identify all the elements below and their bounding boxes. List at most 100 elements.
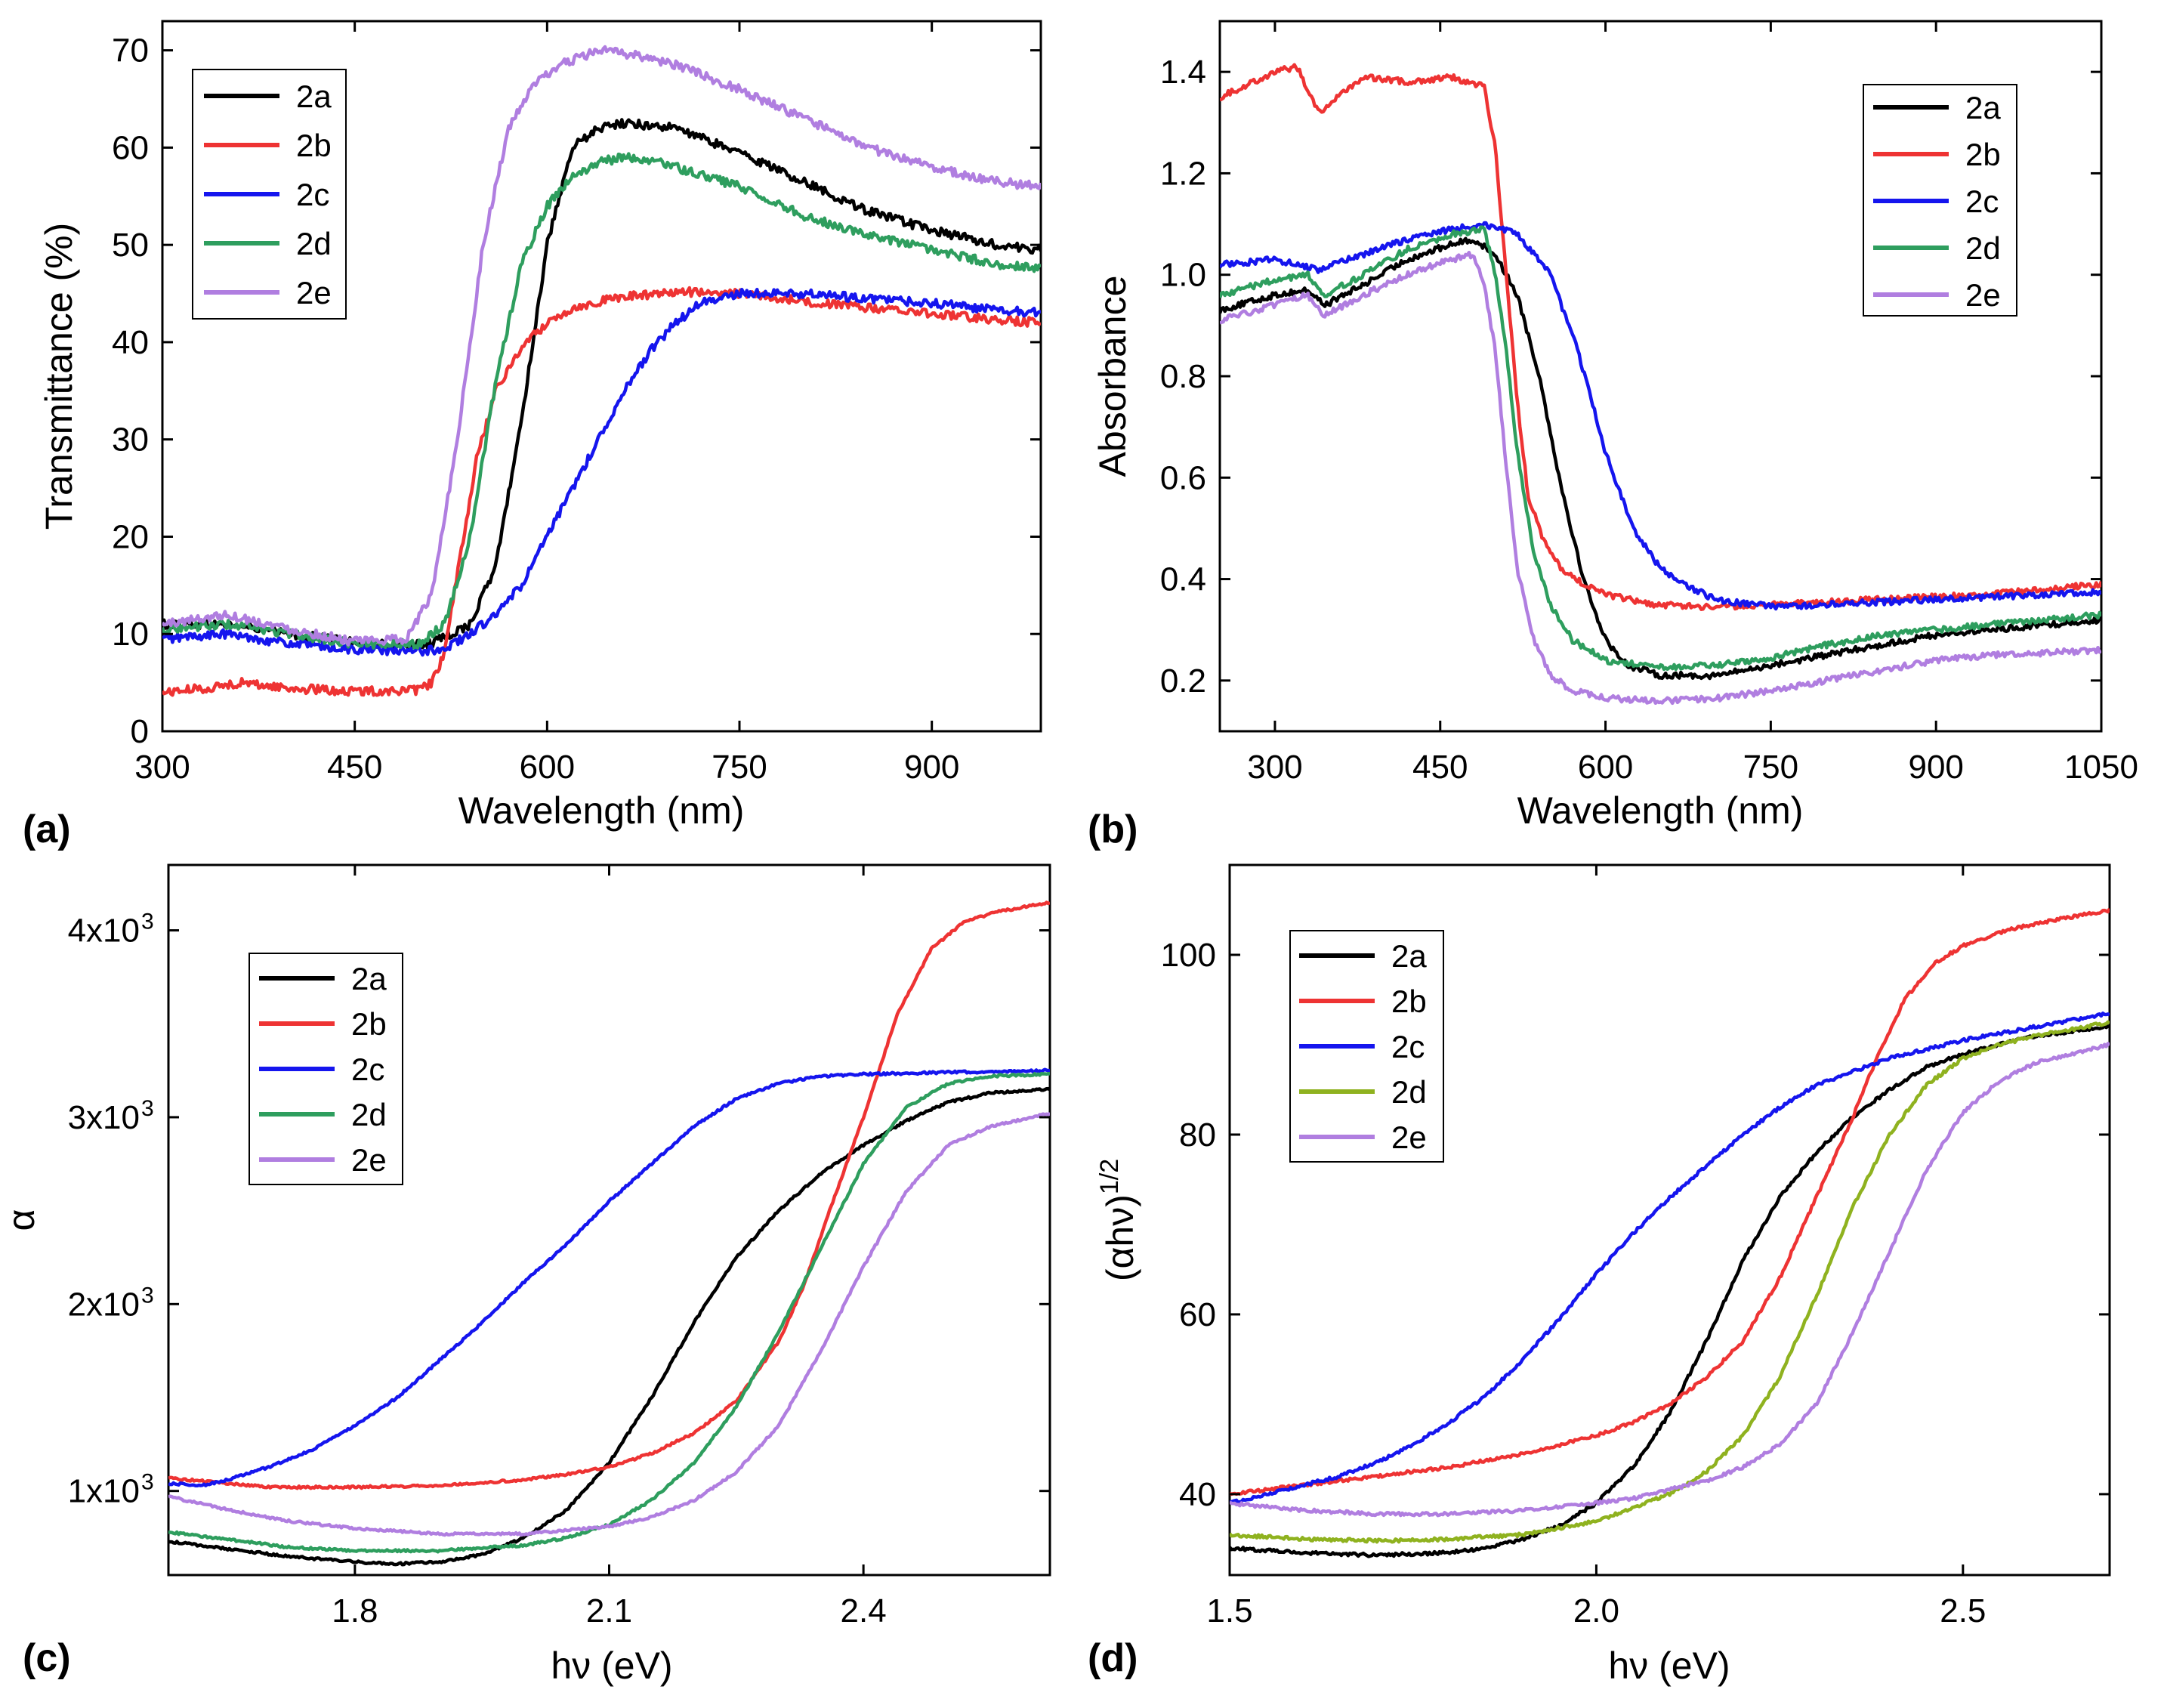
legend-label-2e: 2e: [1391, 1120, 1427, 1155]
y-tick-label: 50: [112, 227, 149, 264]
x-tick-label: 450: [327, 749, 382, 786]
y-axis-label: Absorbance: [1091, 276, 1134, 477]
series-line-2e: [168, 1111, 1050, 1537]
legend-label-2a: 2a: [351, 961, 387, 996]
legend-label-2e: 2e: [1965, 277, 2001, 313]
x-axis-label: Wavelength (nm): [1517, 789, 1804, 832]
plot-frame: [161, 20, 1042, 733]
y-tick-label: 30: [112, 422, 149, 459]
panel-b: 300 450 600 750 900 1050 0.2 0.4 0.6 0.8 1.0 1.2 1.4…: [1088, 20, 2138, 851]
x-tick-label: 600: [520, 749, 575, 786]
legend-label-2a: 2a: [1965, 90, 2001, 125]
series-line-2c: [1220, 221, 2101, 611]
panel-a: 300 450 600 750 900 0 10 20 30 40 50 60 70 Wavelengt…: [23, 20, 1042, 851]
panel-label: (b): [1088, 808, 1138, 851]
series-line-2b: [1230, 907, 2110, 1496]
y-tick-label: 0.2: [1160, 663, 1206, 700]
legend-label-2c: 2c: [351, 1052, 384, 1087]
y-tick-label: 70: [112, 32, 149, 69]
y-tick-label: 0.4: [1160, 561, 1206, 598]
x-tick-label: 1.5: [1206, 1592, 1252, 1629]
y-tick-exponent: 3: [141, 1283, 154, 1308]
series-line-2c: [168, 1067, 1050, 1488]
legend: 2a 2b 2c 2d 2e: [1289, 930, 1444, 1163]
x-tick-label: 2.4: [841, 1592, 887, 1629]
legend-label-2b: 2b: [1391, 984, 1427, 1019]
x-tick-label: 900: [1908, 749, 1963, 786]
legend: 2a 2b 2c 2d 2e: [249, 953, 403, 1185]
x-tick-label: 2.0: [1573, 1592, 1619, 1629]
y-tick-exponent: 3: [141, 910, 154, 934]
y-tick-label: 100: [1161, 937, 1216, 974]
series-line-2d: [1220, 225, 2101, 672]
panel-label: (d): [1088, 1636, 1138, 1680]
x-axis-label: Wavelength (nm): [458, 789, 745, 832]
legend-label-2c: 2c: [1391, 1029, 1425, 1064]
y-tick-label: 80: [1179, 1117, 1216, 1154]
y-axis-label: (αhν)1/2: [1095, 1159, 1141, 1281]
legend-label-2b: 2b: [1965, 137, 2001, 172]
x-tick-label: 900: [904, 749, 959, 786]
legend-label-2c: 2c: [1965, 184, 1999, 219]
x-axis-label: hν (eV): [1608, 1645, 1730, 1687]
y-tick-label: 40: [1179, 1476, 1216, 1513]
panel-label: (a): [23, 808, 71, 851]
y-tick-label: 2x10: [68, 1286, 140, 1323]
x-tick-label: 2.5: [1940, 1592, 1986, 1629]
legend-label-2a: 2a: [1391, 938, 1427, 974]
y-tick-label: 60: [1179, 1296, 1216, 1333]
plot-frame: [1228, 863, 2111, 1577]
x-tick-label: 750: [712, 749, 767, 786]
legend-label-2d: 2d: [1965, 230, 2001, 266]
y-tick-label: 40: [112, 324, 149, 361]
y-tick-label: 20: [112, 518, 149, 555]
series-line-2b: [168, 900, 1050, 1490]
y-tick-label: 3x10: [68, 1099, 140, 1136]
series-line-2b: [162, 286, 1041, 697]
legend-label-2e: 2e: [351, 1142, 387, 1178]
series-line-2d: [162, 152, 1041, 650]
y-tick-exponent: 3: [141, 1470, 154, 1495]
y-tick-label: 1.0: [1160, 257, 1206, 294]
legend-label-2d: 2d: [1391, 1074, 1427, 1110]
series-line-2a: [1230, 1024, 2110, 1558]
y-tick-label: 0.8: [1160, 358, 1206, 395]
series-line-2e: [1230, 1042, 2110, 1518]
x-tick-label: 300: [1247, 749, 1302, 786]
series-line-2a: [1220, 236, 2101, 681]
legend-label-2e: 2e: [296, 275, 332, 310]
y-axis-label: Transmittance (%): [38, 223, 80, 530]
y-tick-label: 1x10: [68, 1473, 140, 1510]
legend-label-2d: 2d: [351, 1097, 387, 1132]
x-tick-label: 1050: [2064, 749, 2138, 786]
y-tick-label: 0.6: [1160, 459, 1206, 496]
series-line-2a: [168, 1086, 1050, 1567]
y-tick-label: 10: [112, 616, 149, 653]
x-tick-label: 2.1: [586, 1592, 632, 1629]
series-line-2d: [1230, 1020, 2110, 1544]
y-tick-exponent: 3: [141, 1096, 154, 1121]
series-line-2c: [162, 287, 1041, 657]
legend-label-2b: 2b: [351, 1006, 387, 1042]
legend-label-2a: 2a: [296, 79, 332, 114]
series-line-2e: [162, 45, 1041, 647]
legend: 2a 2b 2c 2d 2e: [1863, 84, 2017, 317]
x-tick-label: 750: [1743, 749, 1798, 786]
legend-label-2b: 2b: [296, 128, 332, 163]
y-tick-label: 1.4: [1160, 54, 1206, 91]
y-tick-label: 60: [112, 129, 149, 166]
legend-label-2c: 2c: [296, 177, 329, 212]
x-axis-label: hν (eV): [551, 1645, 672, 1687]
legend-label-2d: 2d: [296, 226, 332, 261]
panel-label: (c): [23, 1636, 71, 1680]
x-tick-label: 450: [1412, 749, 1468, 786]
x-tick-label: 1.8: [332, 1592, 378, 1629]
x-tick-label: 600: [1578, 749, 1633, 786]
series-line-2c: [1230, 1012, 2110, 1505]
y-axis-label: α: [0, 1209, 42, 1231]
y-tick-label: 4x10: [68, 913, 140, 950]
series-line-2b: [1220, 63, 2101, 611]
